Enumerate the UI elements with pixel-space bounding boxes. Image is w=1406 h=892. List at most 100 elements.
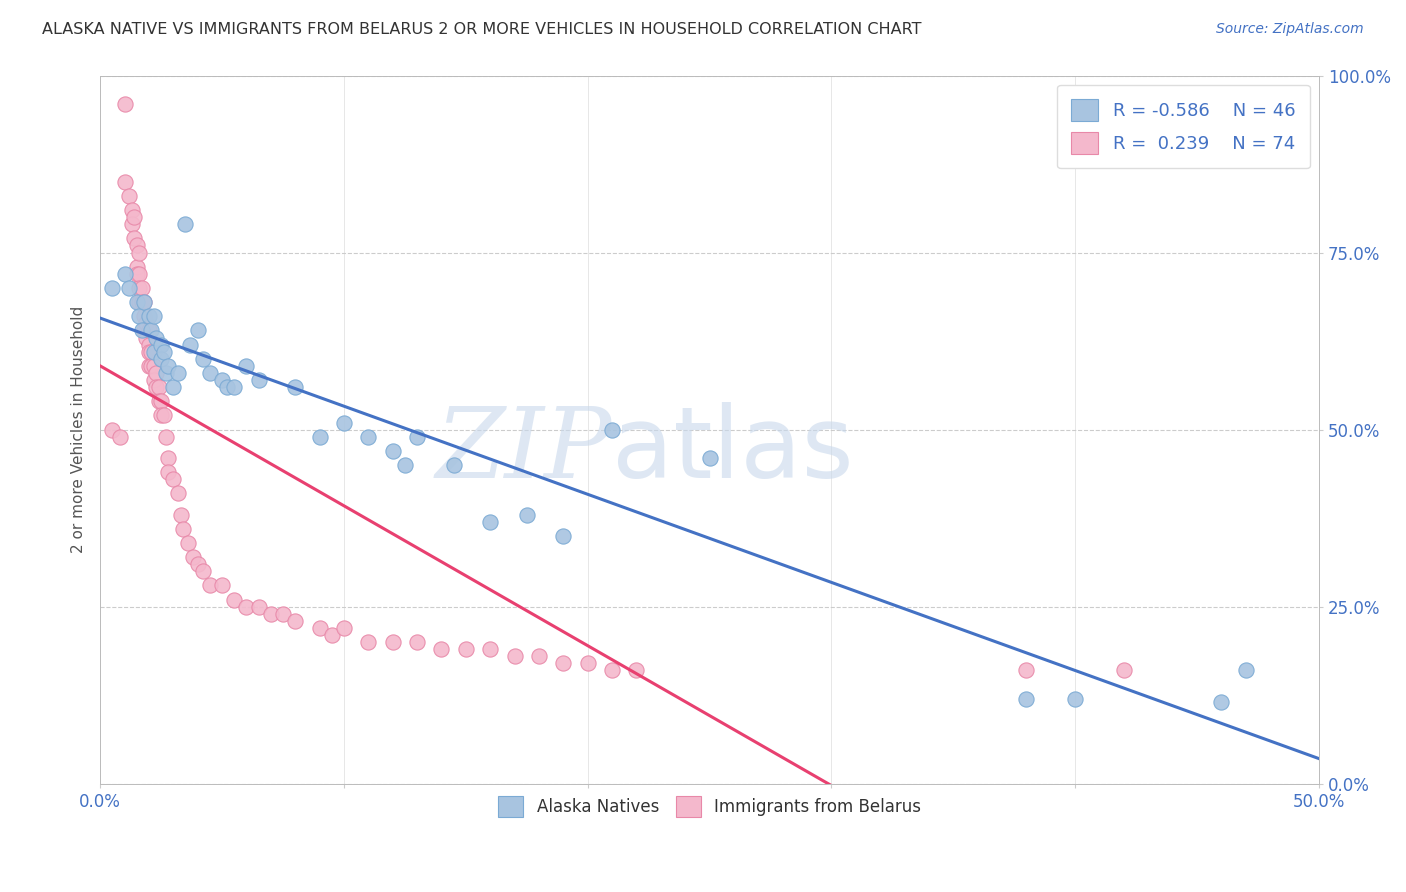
Text: Source: ZipAtlas.com: Source: ZipAtlas.com xyxy=(1216,22,1364,37)
Point xyxy=(114,175,136,189)
Point xyxy=(699,450,721,465)
Point xyxy=(454,642,477,657)
Point xyxy=(128,267,150,281)
Point xyxy=(118,189,141,203)
Point xyxy=(247,373,270,387)
Point xyxy=(142,344,165,359)
Point xyxy=(406,635,429,649)
Point xyxy=(141,344,163,359)
Point xyxy=(516,508,538,522)
Point xyxy=(308,430,330,444)
Point xyxy=(179,337,201,351)
Point xyxy=(138,323,160,337)
Point xyxy=(321,628,343,642)
Point xyxy=(224,592,246,607)
Point xyxy=(479,515,502,529)
Point xyxy=(148,394,170,409)
Point xyxy=(308,621,330,635)
Point xyxy=(141,323,163,337)
Point xyxy=(443,458,465,472)
Point xyxy=(215,380,238,394)
Point xyxy=(132,295,155,310)
Legend: Alaska Natives, Immigrants from Belarus: Alaska Natives, Immigrants from Belarus xyxy=(489,788,929,825)
Point xyxy=(430,642,453,657)
Point xyxy=(138,337,160,351)
Point xyxy=(135,317,157,331)
Point xyxy=(247,599,270,614)
Point xyxy=(479,642,502,657)
Point xyxy=(162,472,184,486)
Point xyxy=(600,664,623,678)
Point xyxy=(101,423,124,437)
Point xyxy=(394,458,416,472)
Point xyxy=(211,373,233,387)
Point xyxy=(406,430,429,444)
Point xyxy=(125,260,148,274)
Text: ALASKA NATIVE VS IMMIGRANTS FROM BELARUS 2 OR MORE VEHICLES IN HOUSEHOLD CORRELA: ALASKA NATIVE VS IMMIGRANTS FROM BELARUS… xyxy=(42,22,922,37)
Point xyxy=(162,380,184,394)
Point xyxy=(576,657,599,671)
Point xyxy=(284,380,307,394)
Point xyxy=(132,310,155,324)
Point xyxy=(198,578,221,592)
Point xyxy=(150,394,173,409)
Point xyxy=(191,351,214,366)
Point xyxy=(125,295,148,310)
Point xyxy=(167,486,190,500)
Point xyxy=(132,295,155,310)
Text: atlas: atlas xyxy=(612,402,853,500)
Point xyxy=(157,450,180,465)
Point xyxy=(118,281,141,295)
Point xyxy=(155,430,177,444)
Point xyxy=(150,351,173,366)
Point xyxy=(260,607,283,621)
Point xyxy=(211,578,233,592)
Point xyxy=(174,217,197,231)
Point xyxy=(271,607,294,621)
Point xyxy=(333,621,356,635)
Text: ZIP: ZIP xyxy=(436,403,612,499)
Point xyxy=(148,380,170,394)
Point xyxy=(235,359,257,373)
Point xyxy=(152,409,174,423)
Y-axis label: 2 or more Vehicles in Household: 2 or more Vehicles in Household xyxy=(72,306,86,553)
Point xyxy=(357,430,380,444)
Point xyxy=(626,664,648,678)
Point xyxy=(114,267,136,281)
Point xyxy=(1015,691,1038,706)
Point xyxy=(125,238,148,252)
Point xyxy=(131,295,153,310)
Point xyxy=(152,344,174,359)
Point xyxy=(157,465,180,479)
Point xyxy=(167,366,190,380)
Point xyxy=(503,649,526,664)
Point xyxy=(172,522,194,536)
Point xyxy=(132,323,155,337)
Point xyxy=(131,281,153,295)
Point xyxy=(235,599,257,614)
Point xyxy=(333,416,356,430)
Point xyxy=(121,203,143,218)
Point xyxy=(142,310,165,324)
Point xyxy=(224,380,246,394)
Point xyxy=(284,614,307,628)
Point xyxy=(145,330,167,344)
Point xyxy=(1064,691,1087,706)
Point xyxy=(150,409,173,423)
Point xyxy=(181,550,204,565)
Point xyxy=(131,323,153,337)
Point xyxy=(121,217,143,231)
Point xyxy=(122,231,145,245)
Point xyxy=(600,423,623,437)
Point xyxy=(157,359,180,373)
Point xyxy=(108,430,131,444)
Point xyxy=(553,657,575,671)
Point xyxy=(135,330,157,344)
Point xyxy=(169,508,191,522)
Point xyxy=(553,529,575,543)
Point xyxy=(142,373,165,387)
Point xyxy=(145,380,167,394)
Point xyxy=(114,96,136,111)
Point xyxy=(1015,664,1038,678)
Point xyxy=(142,359,165,373)
